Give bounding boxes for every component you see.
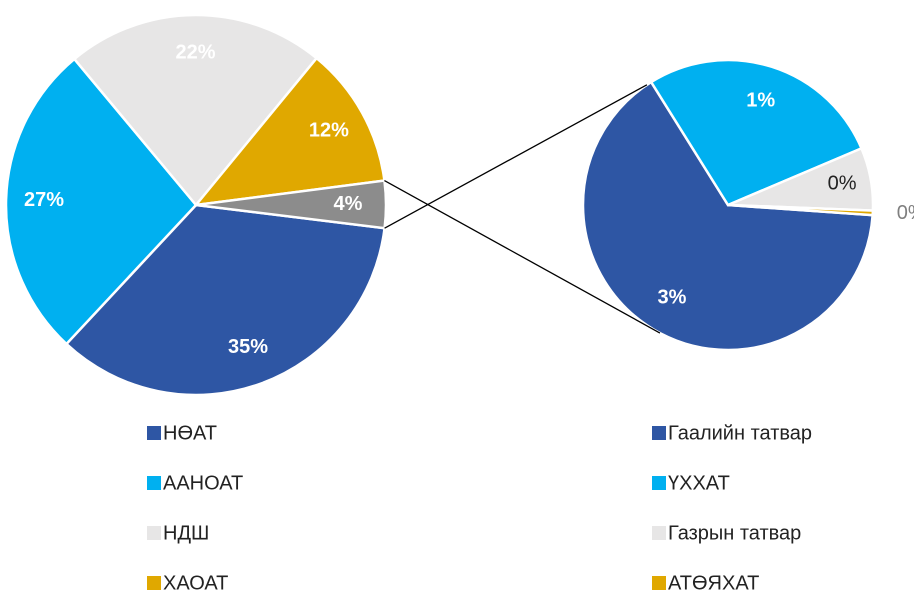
legend-label: НДШ	[163, 522, 209, 544]
legend-swatch	[652, 476, 666, 490]
data-label: 27%	[24, 189, 64, 211]
legend-swatch	[652, 426, 666, 440]
connector-line	[384, 179, 661, 334]
legend-swatch	[147, 426, 161, 440]
pie-slice	[193, 56, 386, 207]
legend-swatch	[147, 476, 161, 490]
legend-label: Газрын татвар	[668, 522, 801, 544]
legend-swatch	[147, 526, 161, 540]
legend-label: ААНОАТ	[163, 472, 243, 494]
pie-slice	[4, 57, 198, 346]
data-label: 0%	[897, 202, 914, 224]
legend-label: ХАОАТ	[163, 572, 228, 594]
data-label: 1%	[746, 90, 775, 112]
data-label: 0%	[828, 172, 857, 194]
pie-slice	[727, 203, 875, 217]
legend-swatch	[652, 526, 666, 540]
data-label: 22%	[175, 41, 215, 63]
pie-slice	[64, 203, 386, 397]
data-label: 3%	[658, 286, 687, 308]
legend-swatch	[147, 576, 161, 590]
legend-label: Гаалийн татвар	[668, 422, 812, 444]
pie-slice	[72, 13, 319, 207]
legend-label: ҮХХАТ	[668, 472, 730, 494]
legend-label: АТӨЯХАТ	[668, 572, 759, 594]
legend-label: НӨАТ	[163, 422, 217, 444]
legend-swatch	[652, 576, 666, 590]
data-label: 35%	[228, 336, 268, 358]
data-label: 12%	[309, 120, 349, 142]
data-label: 4%	[334, 193, 363, 215]
pie-slice	[649, 58, 864, 207]
